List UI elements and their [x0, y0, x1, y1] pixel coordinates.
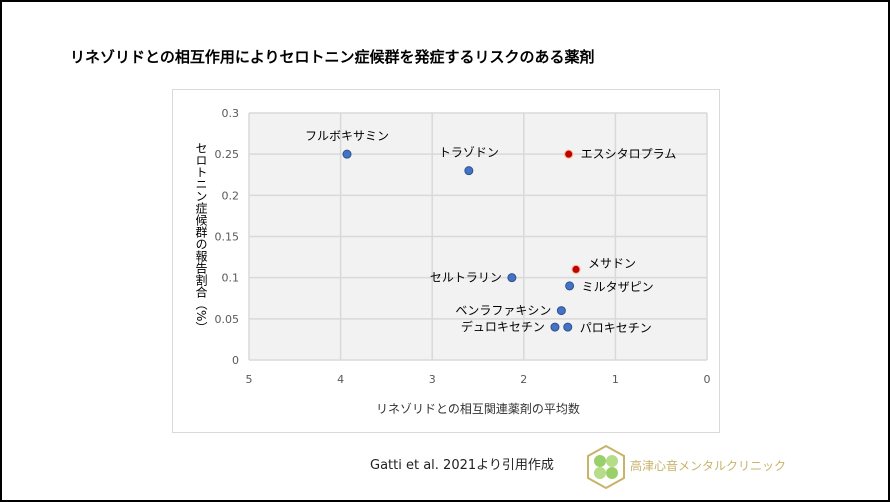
data-point — [507, 273, 517, 283]
slide-title: リネゾリドとの相互作用によりセロトニン症候群を発症するリスクのある薬剤 — [70, 48, 595, 66]
x-axis-label: リネゾリドとの相互関連薬剤の平均数 — [376, 401, 580, 416]
data-point — [556, 306, 566, 316]
x-tick-label: 0 — [704, 373, 711, 386]
clinic-name: 高津心音メンタルクリニック — [630, 459, 787, 473]
x-tick-label: 4 — [337, 373, 344, 386]
data-label: エスシタロプラム — [581, 147, 677, 161]
y-tick-label: 0.15 — [215, 231, 240, 244]
citation: Gatti et al. 2021より引用作成 — [370, 458, 554, 473]
data-point — [564, 149, 574, 159]
x-tick-label: 3 — [429, 373, 436, 386]
y-tick-label: 0.3 — [222, 107, 240, 120]
y-axis-label: セロトニン症候群の報告割合（%） — [194, 142, 208, 334]
data-label: ミルタザピン — [582, 280, 654, 294]
data-point — [550, 322, 560, 332]
y-tick-label: 0.2 — [222, 189, 240, 202]
data-label: パロキセチン — [580, 321, 652, 335]
x-tick-label: 2 — [520, 373, 527, 386]
y-tick-label: 0.05 — [215, 313, 240, 326]
y-tick-label: 0 — [232, 354, 239, 367]
data-label: トラゾドン — [439, 146, 499, 160]
x-tick-label: 1 — [612, 373, 619, 386]
data-label: フルボキサミン — [305, 129, 389, 143]
chart-area: 0 0.05 0.1 0.15 0.2 0.25 0.3 5 4 3 2 1 0 リネゾリドとの相互関連薬… — [172, 89, 720, 433]
scatter-chart: 0 0.05 0.1 0.15 0.2 0.25 0.3 5 4 3 2 1 0 リネゾリドとの相互関連薬… — [215, 107, 711, 416]
data-label: メサドン — [588, 256, 636, 270]
data-label: ベンラファキシン — [455, 304, 551, 318]
data-point — [464, 166, 474, 176]
data-point — [563, 322, 573, 332]
y-tick-label: 0.1 — [222, 272, 240, 285]
y-tick-label: 0.25 — [215, 148, 240, 161]
clinic-logo-icon — [587, 444, 625, 490]
x-tick-label: 5 — [246, 373, 253, 386]
data-label: セルトラリン — [430, 271, 502, 285]
data-point — [342, 149, 352, 159]
data-point — [565, 281, 575, 291]
data-point — [571, 264, 581, 274]
data-label: デュロキセチン — [461, 319, 545, 334]
